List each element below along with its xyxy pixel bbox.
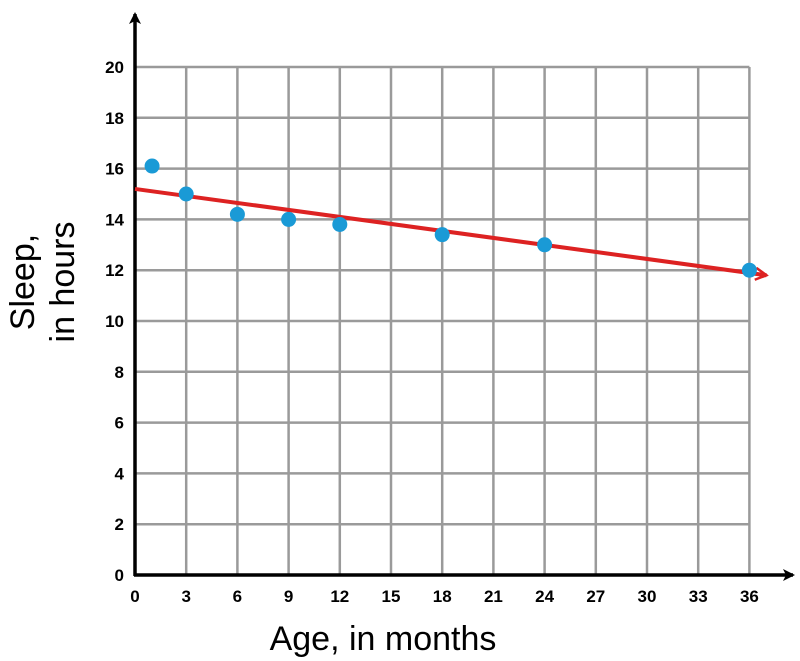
- y-tick-label: 18: [105, 109, 124, 128]
- y-tick-label: 0: [115, 566, 124, 585]
- x-tick-label: 12: [330, 587, 349, 606]
- x-tick-label: 18: [433, 587, 452, 606]
- x-tick-label: 3: [181, 587, 190, 606]
- y-tick-label: 8: [115, 363, 124, 382]
- y-tick-label: 4: [115, 464, 125, 483]
- x-tick-label: 24: [535, 587, 554, 606]
- y-tick-label: 16: [105, 160, 124, 179]
- data-points: [144, 158, 757, 278]
- x-tick-labels: 0 3 6 9 12 15 18 21 24 27 30 33 36: [130, 587, 759, 606]
- x-tick-label: 33: [689, 587, 708, 606]
- data-point: [332, 216, 348, 232]
- x-tick-label: 15: [382, 587, 401, 606]
- data-point: [144, 158, 160, 174]
- trend-line-group: [134, 186, 766, 275]
- x-tick-label: 21: [484, 587, 503, 606]
- y-tick-label: 20: [105, 58, 124, 77]
- trend-line: [134, 186, 766, 275]
- x-tick-label: 30: [638, 587, 657, 606]
- y-tick-label: 12: [105, 261, 124, 280]
- data-point: [281, 211, 297, 227]
- x-tick-label: 0: [130, 587, 139, 606]
- data-point: [434, 227, 450, 243]
- x-tick-label: 36: [740, 587, 759, 606]
- data-point: [178, 186, 194, 202]
- y-tick-label: 2: [115, 515, 124, 534]
- y-axis-title-line-2: in hours: [44, 222, 82, 343]
- x-tick-label: 6: [233, 587, 242, 606]
- y-tick-label: 10: [105, 312, 124, 331]
- data-point: [741, 262, 757, 278]
- y-tick-label: 14: [105, 210, 124, 229]
- y-axis-title-line-1: Sleep,: [4, 234, 42, 330]
- data-point: [537, 237, 553, 253]
- data-point: [229, 206, 245, 222]
- axes: [129, 12, 795, 581]
- x-tick-label: 9: [284, 587, 293, 606]
- grid-lines: [135, 65, 751, 575]
- y-tick-labels: 0 2 4 6 8 10 12 14 16 18 20: [105, 58, 124, 585]
- x-axis-title: Age, in months: [270, 620, 497, 658]
- x-tick-label: 27: [586, 587, 605, 606]
- y-tick-label: 6: [115, 414, 124, 433]
